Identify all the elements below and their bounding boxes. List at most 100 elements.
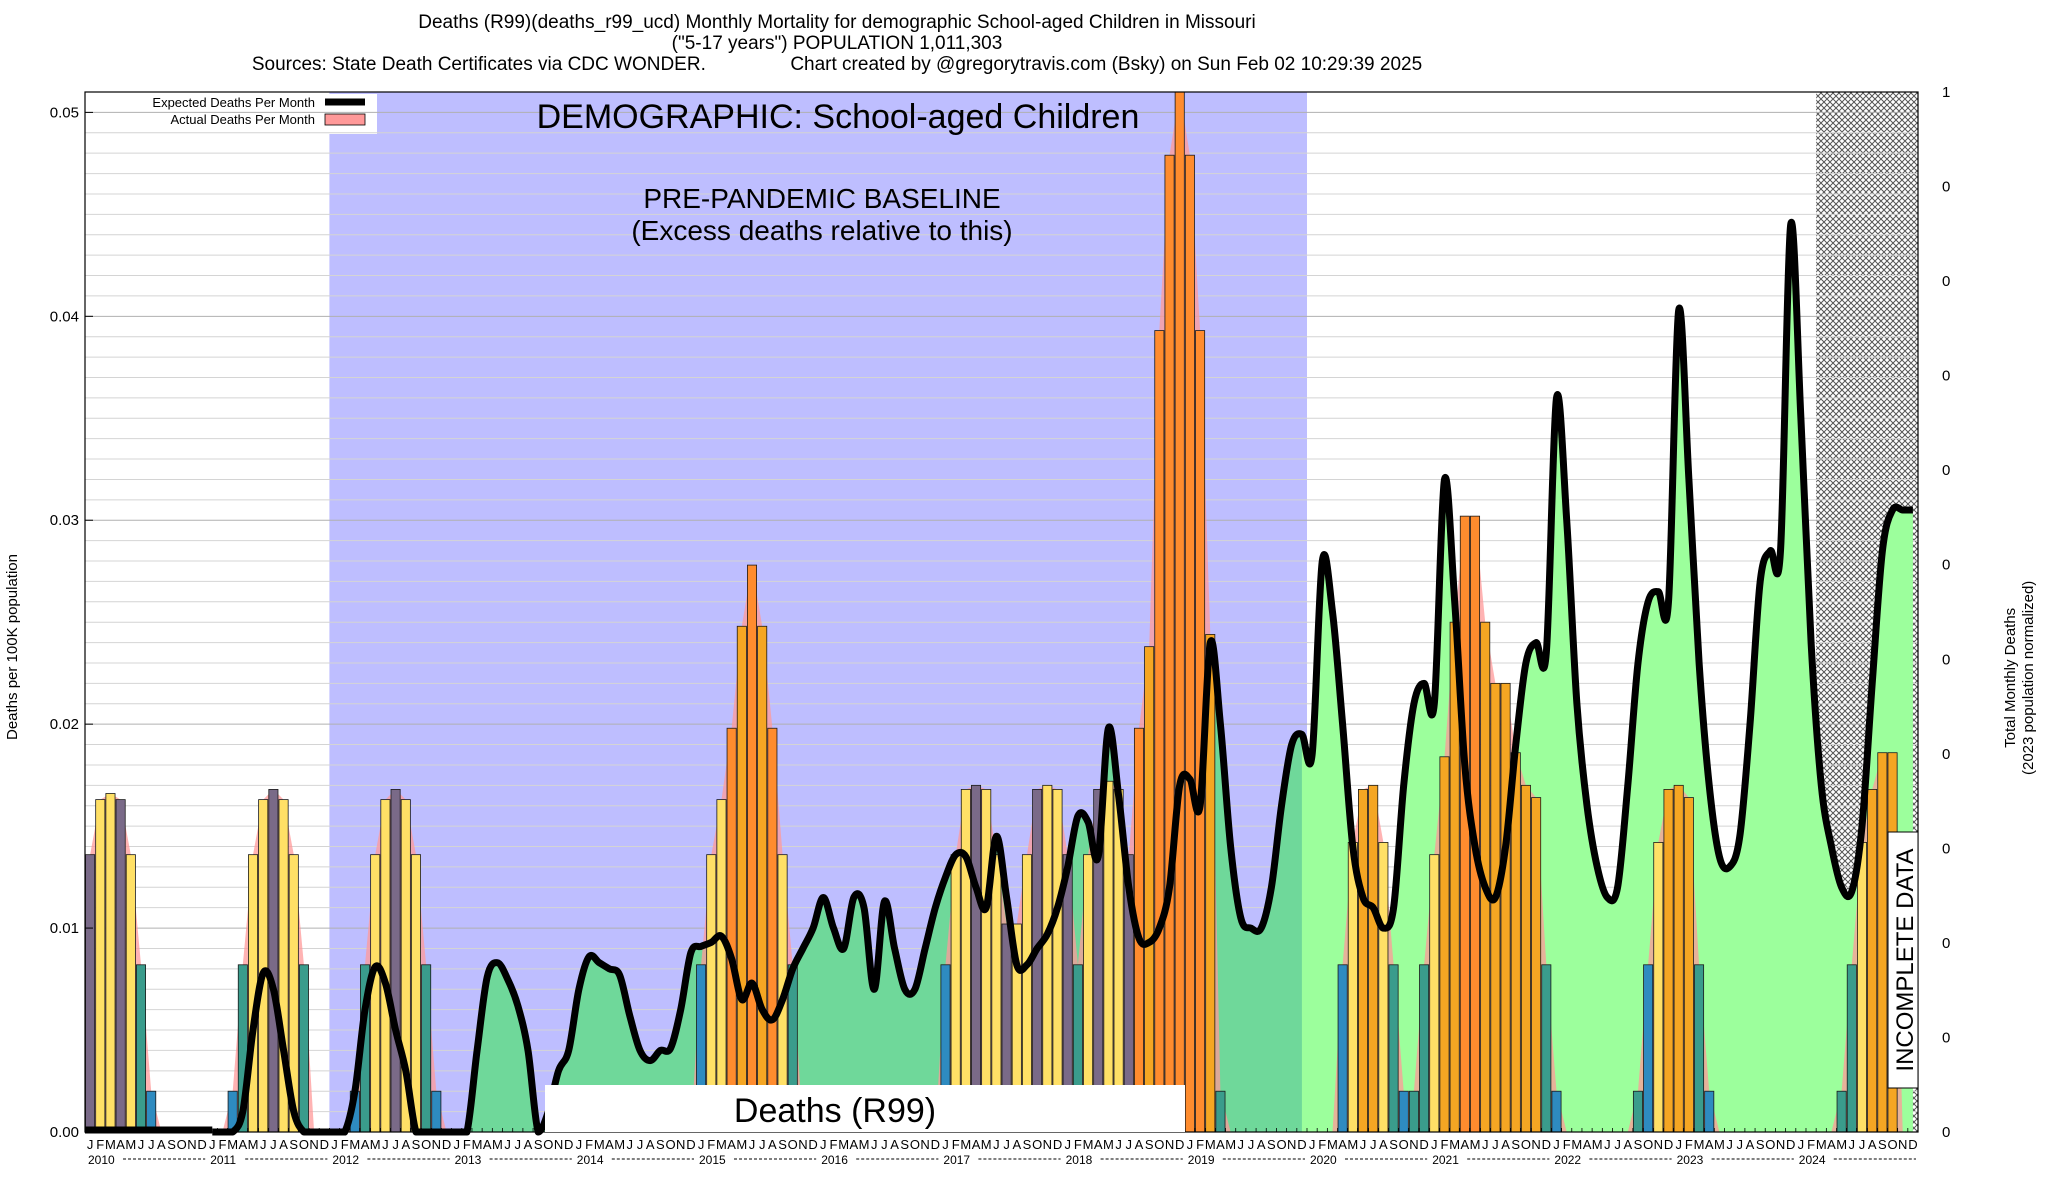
x-year-label: 2012 (332, 1153, 359, 1167)
x-year-label: 2020 (1310, 1153, 1337, 1167)
x-month-label: A (1501, 1137, 1510, 1152)
x-month-label: J (87, 1137, 94, 1152)
x-month-label: M (1470, 1137, 1481, 1152)
actual-bar (1439, 756, 1450, 1133)
x-month-label: J (942, 1137, 949, 1152)
x-month-label: F (585, 1137, 593, 1152)
incomplete-label: INCOMPLETE DATA (1892, 848, 1919, 1071)
x-month-label: N (1287, 1137, 1296, 1152)
x-month-label: J (1309, 1137, 1316, 1152)
x-month-label: M (981, 1137, 992, 1152)
x-month-label: J (1726, 1137, 1733, 1152)
x-month-label: S (167, 1137, 176, 1152)
actual-bar (1378, 842, 1389, 1133)
actual-bar (1857, 842, 1867, 1133)
x-month-label: J (993, 1137, 1000, 1152)
y2-axis-label-line1: Total Monthly Deaths (2002, 607, 2019, 748)
x-month-label: J (1798, 1137, 1805, 1152)
x-month-label: S (1756, 1137, 1765, 1152)
x-month-label: A (1868, 1137, 1877, 1152)
x-month-label: J (1737, 1137, 1744, 1152)
actual-bar (1500, 682, 1511, 1133)
actual-bar (1490, 682, 1501, 1133)
x-month-label: N (554, 1137, 563, 1152)
x-month-label: D (564, 1137, 573, 1152)
y2-tick-label: 0 (1942, 1124, 1950, 1141)
x-month-label: A (646, 1137, 655, 1152)
x-month-label: N (798, 1137, 807, 1152)
x-month-label: N (676, 1137, 685, 1152)
x-month-label: N (1898, 1137, 1907, 1152)
chart-subtitle: ("5-17 years") POPULATION 1,011,303 (671, 33, 1003, 54)
chart-source: Sources: State Death Certificates via CD… (251, 54, 1423, 75)
x-month-label: J (1614, 1137, 1621, 1152)
actual-bar (1184, 154, 1195, 1133)
y-axis-label: Deaths per 100K population (4, 554, 21, 740)
y2-tick-label: 0 (1942, 935, 1950, 952)
x-month-label: F (707, 1137, 715, 1152)
x-month-label: J (820, 1137, 827, 1152)
x-month-label: J (260, 1137, 267, 1152)
actual-bar (736, 625, 747, 1133)
actual-bar (85, 854, 96, 1133)
actual-bar (1398, 1090, 1409, 1133)
x-month-label: M (1083, 1137, 1094, 1152)
x-month-label: D (1908, 1137, 1917, 1152)
actual-bar (747, 564, 758, 1133)
x-month-label: A (727, 1137, 736, 1152)
actual-bar (370, 854, 381, 1133)
x-year-label: 2019 (1188, 1153, 1215, 1167)
actual-bar (1531, 797, 1542, 1133)
actual-bar (960, 789, 971, 1133)
x-month-label: F (96, 1137, 104, 1152)
y-tick-label: 0.02 (50, 716, 79, 733)
x-month-label: F (463, 1137, 471, 1152)
x-month-label: N (1043, 1137, 1052, 1152)
actual-bar (1358, 789, 1368, 1133)
actual-bar (258, 799, 269, 1133)
x-month-label: J (749, 1137, 756, 1152)
x-month-label: O (1399, 1137, 1409, 1152)
x-month-label: M (349, 1137, 360, 1152)
x-month-label: A (1257, 1137, 1266, 1152)
y2-tick-label: 1 (1942, 84, 1950, 101)
x-month-label: S (778, 1137, 787, 1152)
actual-bar (431, 1090, 442, 1133)
x-month-label: J (1431, 1137, 1438, 1152)
x-month-label: J (1492, 1137, 1499, 1152)
actual-bar (767, 727, 778, 1133)
incomplete-label-box (1887, 831, 1919, 1089)
x-month-label: F (1685, 1137, 1693, 1152)
actual-bar (95, 799, 106, 1133)
x-month-label: O (1032, 1137, 1042, 1152)
x-month-label: M (1592, 1137, 1603, 1152)
x-month-label: S (1023, 1137, 1032, 1152)
x-month-label: J (1238, 1137, 1245, 1152)
x-month-label: A (483, 1137, 492, 1152)
y2-tick-label: 0 (1942, 840, 1950, 857)
x-month-label: A (1746, 1137, 1755, 1152)
x-month-label: J (576, 1137, 583, 1152)
actual-bar (1653, 842, 1664, 1133)
x-month-label: O (665, 1137, 675, 1152)
x-month-label: F (1074, 1137, 1082, 1152)
actual-envelope (85, 92, 1918, 1132)
x-month-label: M (1449, 1137, 1460, 1152)
x-month-label: M (227, 1137, 238, 1152)
actual-bar (298, 964, 309, 1133)
x-month-label: J (1126, 1137, 1133, 1152)
x-month-label: J (759, 1137, 766, 1152)
actual-bar (1520, 784, 1531, 1133)
actual-bar (1673, 784, 1684, 1133)
y-tick-label: 0.01 (50, 920, 79, 937)
x-month-label: N (1776, 1137, 1785, 1152)
x-month-label: D (1175, 1137, 1184, 1152)
x-year-label: 2014 (577, 1153, 604, 1167)
actual-bar (268, 789, 279, 1133)
actual-bar (1429, 854, 1440, 1133)
x-month-label: D (320, 1137, 329, 1152)
x-month-label: A (890, 1137, 899, 1152)
x-month-label: M (859, 1137, 870, 1152)
actual-bar (1408, 1090, 1419, 1133)
x-month-label: J (1849, 1137, 1856, 1152)
